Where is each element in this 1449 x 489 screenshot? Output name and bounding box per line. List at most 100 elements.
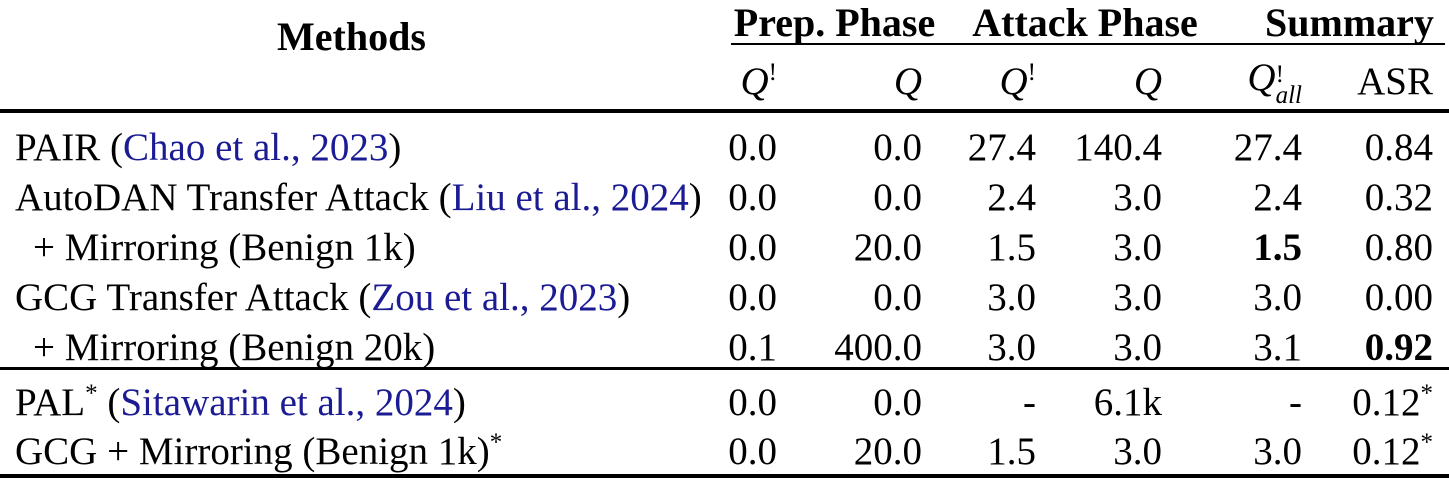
cell-asr: 0.92 xyxy=(1302,325,1433,370)
cell-q-all: 27.4 xyxy=(1233,125,1302,169)
math-q: Q xyxy=(999,59,1028,103)
math-supsub: ! all xyxy=(1275,61,1302,110)
cell-q-attack: 140.4 xyxy=(1074,125,1162,169)
method-label: + Mirroring (Benign 20k) xyxy=(33,325,436,369)
col-header-q-prep: Q xyxy=(777,59,922,104)
asr-label: ASR xyxy=(1357,59,1433,103)
method-name: GCG + Mirroring (Benign 1k)* xyxy=(0,429,703,474)
cell-q-all: 3.0 xyxy=(1253,275,1302,319)
cell-q-prep: 400.0 xyxy=(834,325,922,369)
method-label: PAL xyxy=(15,380,86,424)
asr-value: 0.80 xyxy=(1364,225,1433,269)
asr-value: 0.92 xyxy=(1364,325,1433,369)
cell-q-prep: 0.0 xyxy=(873,175,922,219)
citation-link[interactable]: Sitawarin et al., 2024 xyxy=(120,380,453,424)
cell-q-all: 3.1 xyxy=(1253,325,1302,369)
method-name: GCG Transfer Attack (Zou et al., 2023) xyxy=(0,275,703,320)
cell-q-excl-prep: 0.0 xyxy=(728,175,777,219)
cell-q-prep: 20.0 xyxy=(853,429,922,473)
table-row: + Mirroring (Benign 1k) 0.0 20.0 1.5 3.0… xyxy=(0,222,1449,272)
paren-open: ( xyxy=(100,125,124,169)
paren-open: ( xyxy=(97,380,121,424)
asr-asterisk: * xyxy=(1420,428,1434,456)
cell-q-attack: 3.0 xyxy=(1113,175,1162,219)
method-name: AutoDAN Transfer Attack (Liu et al., 202… xyxy=(0,175,703,220)
cell-q-excl-attack: 1.5 xyxy=(987,429,1036,473)
method-label: AutoDAN Transfer Attack xyxy=(15,175,429,219)
cell-q-attack: 6.1k xyxy=(1093,380,1162,424)
col-header-q-excl-prep: Q! xyxy=(703,58,778,104)
method-name: PAIR (Chao et al., 2023) xyxy=(0,125,703,170)
col-group-summary: Summary xyxy=(1265,0,1434,45)
cell-q-prep: 20.0 xyxy=(853,225,922,269)
math-sup: ! xyxy=(768,58,777,86)
cell-q-excl-prep: 0.0 xyxy=(728,125,777,169)
col-header-q-excl-attack: Q! xyxy=(922,58,1037,104)
table-row: GCG Transfer Attack (Zou et al., 2023) 0… xyxy=(0,272,1449,322)
cell-q-excl-attack: 1.5 xyxy=(987,225,1036,269)
method-label: + Mirroring (Benign 1k) xyxy=(33,225,416,269)
cell-q-excl-prep: 0.0 xyxy=(728,225,777,269)
cell-asr: 0.32 xyxy=(1302,175,1433,220)
cell-q-all: 3.0 xyxy=(1253,429,1302,473)
method-name: + Mirroring (Benign 20k) xyxy=(0,325,703,370)
cell-q-all: - xyxy=(1289,380,1302,424)
asr-value: 0.12 xyxy=(1352,429,1421,473)
cell-q-excl-attack: 2.4 xyxy=(987,175,1036,219)
cell-asr: 0.12* xyxy=(1302,380,1433,425)
citation-link[interactable]: Chao et al., 2023 xyxy=(123,125,389,169)
cell-q-excl-prep: 0.0 xyxy=(728,275,777,319)
asr-value: 0.00 xyxy=(1364,275,1433,319)
cell-q-excl-attack: - xyxy=(1023,380,1036,424)
math-q: Q xyxy=(1247,56,1276,100)
cell-q-prep: 0.0 xyxy=(873,275,922,319)
col-header-asr: ASR xyxy=(1302,59,1433,104)
header-cmidrule xyxy=(731,43,1445,45)
cell-asr: 0.12* xyxy=(1302,429,1433,474)
cell-q-excl-attack: 3.0 xyxy=(987,275,1036,319)
cell-q-all: 1.5 xyxy=(1253,225,1302,269)
cell-q-all: 2.4 xyxy=(1253,175,1302,219)
bottom-rule xyxy=(0,474,1449,478)
math-q: Q xyxy=(893,59,922,103)
paren-close: ) xyxy=(452,380,466,424)
cell-asr: 0.00 xyxy=(1302,275,1433,320)
cell-q-excl-prep: 0.1 xyxy=(728,325,777,369)
col-group-attack-phase: Attack Phase xyxy=(972,0,1198,45)
math-sup: ! xyxy=(1275,61,1284,89)
math-sub: all xyxy=(1275,82,1302,110)
paren-close: ) xyxy=(617,275,631,319)
col-header-q-attack: Q xyxy=(1036,59,1162,104)
method-label: GCG + Mirroring (Benign 1k) xyxy=(15,429,490,473)
cell-q-excl-attack: 3.0 xyxy=(987,325,1036,369)
asr-value: 0.12 xyxy=(1352,380,1421,424)
sub-header-row: Q! Q Q! Q Q! all ASR xyxy=(0,44,1449,110)
cell-q-attack: 3.0 xyxy=(1113,325,1162,369)
method-asterisk: * xyxy=(85,379,98,407)
method-asterisk: * xyxy=(489,428,503,456)
col-header-q-all: Q! all xyxy=(1162,55,1302,110)
cell-q-attack: 3.0 xyxy=(1113,275,1162,319)
citation-link[interactable]: Zou et al., 2023 xyxy=(371,275,618,319)
cell-q-excl-prep: 0.0 xyxy=(728,429,777,473)
cell-q-attack: 3.0 xyxy=(1113,429,1162,473)
cell-q-attack: 3.0 xyxy=(1113,225,1162,269)
method-label: PAIR xyxy=(15,125,101,169)
header-rule xyxy=(0,109,1449,113)
col-group-prep-phase: Prep. Phase xyxy=(733,0,936,45)
table-row: GCG + Mirroring (Benign 1k)* 0.0 20.0 1.… xyxy=(0,426,1449,476)
cell-asr: 0.80 xyxy=(1302,225,1433,270)
column-group-header-row: Prep. Phase Attack Phase Summary xyxy=(0,0,1449,45)
paren-close: ) xyxy=(688,175,702,219)
cell-q-excl-prep: 0.0 xyxy=(728,380,777,424)
asr-asterisk: * xyxy=(1420,379,1434,407)
table-row: + Mirroring (Benign 20k) 0.1 400.0 3.0 3… xyxy=(0,322,1449,372)
table-row: PAL* (Sitawarin et al., 2024) 0.0 0.0 - … xyxy=(0,377,1449,427)
cell-asr: 0.84 xyxy=(1302,125,1433,170)
citation-link[interactable]: Liu et al., 2024 xyxy=(451,175,689,219)
asr-value: 0.84 xyxy=(1364,125,1433,169)
section-rule xyxy=(0,367,1449,370)
math-sup: ! xyxy=(1027,58,1036,86)
method-name: PAL* (Sitawarin et al., 2024) xyxy=(0,380,703,425)
